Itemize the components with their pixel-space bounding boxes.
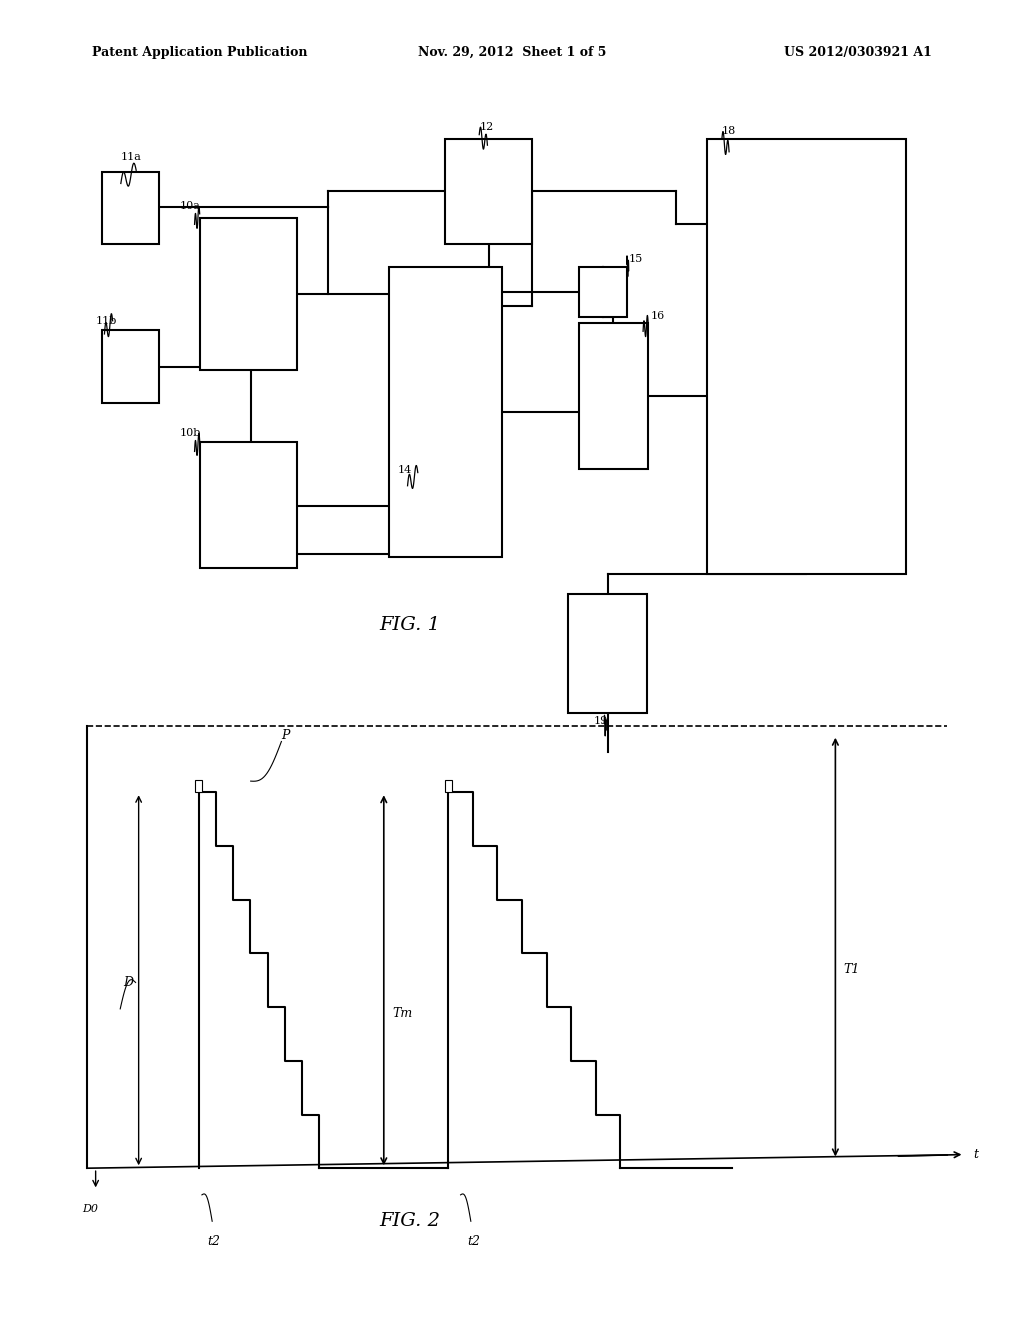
Text: FIG. 2: FIG. 2 <box>379 1212 440 1230</box>
Text: Tm: Tm <box>392 1007 413 1020</box>
Text: FIG. 1: FIG. 1 <box>379 615 440 634</box>
Text: 11b: 11b <box>95 315 117 326</box>
Bar <box>196 780 203 792</box>
Bar <box>445 139 532 244</box>
Text: 15: 15 <box>629 253 643 264</box>
Bar <box>579 267 627 317</box>
Text: US 2012/0303921 A1: US 2012/0303921 A1 <box>784 46 932 59</box>
Text: 10b: 10b <box>179 428 201 438</box>
Text: 10a: 10a <box>179 201 200 211</box>
Text: t: t <box>973 1148 978 1162</box>
Text: D0: D0 <box>83 1204 98 1213</box>
Text: 19: 19 <box>594 715 608 726</box>
Bar <box>200 442 297 568</box>
Text: Patent Application Publication: Patent Application Publication <box>92 46 307 59</box>
Bar <box>444 780 452 792</box>
Text: P: P <box>282 729 290 742</box>
Text: D: D <box>124 975 133 989</box>
Text: 16: 16 <box>650 310 665 321</box>
Bar <box>579 323 648 469</box>
Bar <box>102 330 159 403</box>
Text: Nov. 29, 2012  Sheet 1 of 5: Nov. 29, 2012 Sheet 1 of 5 <box>418 46 606 59</box>
Text: 14: 14 <box>397 465 412 475</box>
Text: 12: 12 <box>479 121 494 132</box>
Bar <box>707 139 906 574</box>
Bar <box>568 594 647 713</box>
Bar <box>200 218 297 370</box>
Text: 11a: 11a <box>121 152 141 162</box>
Text: T1: T1 <box>844 962 860 975</box>
Text: t2: t2 <box>208 1234 221 1247</box>
Text: 18: 18 <box>722 125 736 136</box>
Bar <box>102 172 159 244</box>
Bar <box>389 267 502 557</box>
Text: t2: t2 <box>467 1234 480 1247</box>
